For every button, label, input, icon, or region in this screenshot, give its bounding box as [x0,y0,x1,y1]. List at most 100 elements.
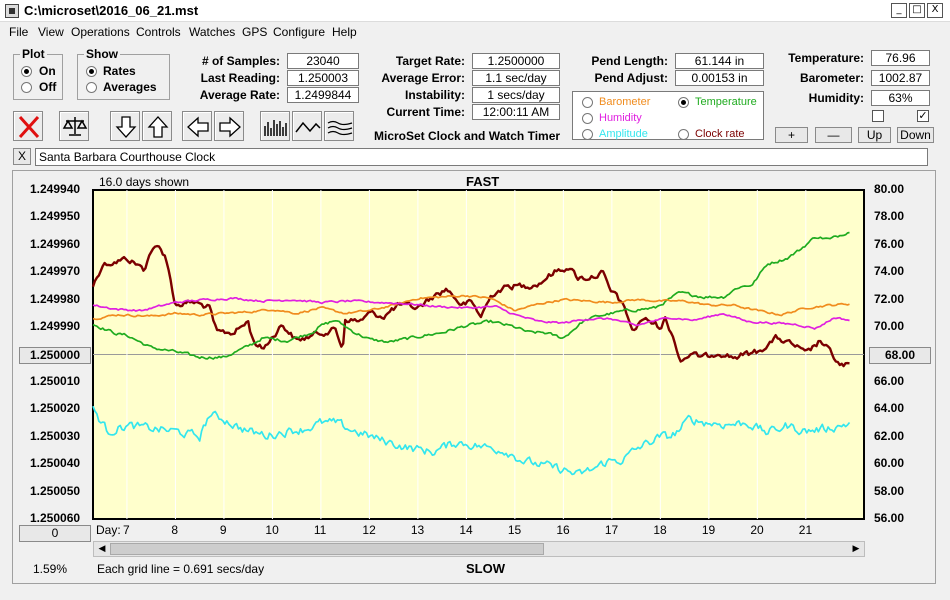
average-rate-label: Average Rate: [199,88,280,102]
barometer-series-line [92,294,850,321]
arrow-up-icon [147,116,169,138]
menu-configure[interactable]: Configure [273,25,326,39]
plot-options-box: Barometer Temperature Humidity Amplitude… [572,91,764,140]
last-reading-label: Last Reading: [200,71,280,85]
arrow-down-button[interactable] [110,111,140,141]
right-axis-center-button[interactable]: 68.00 [869,347,931,364]
temperature-label: Temperature: [788,51,864,65]
stop-button[interactable] [13,111,43,141]
instability-field: 1 secs/day [472,87,560,103]
x-tick-label: 13 [410,523,425,537]
show-rates-label: Rates [103,64,136,78]
minus-button[interactable]: — [815,127,852,143]
samples-label: # of Samples: [201,54,280,68]
multi-line-button[interactable] [324,111,354,141]
app-icon[interactable] [5,4,19,18]
menu-view[interactable]: View [38,25,64,39]
right-tick-label: 76.00 [874,236,905,251]
x-tick-label: 9 [219,523,227,537]
current-time-label: Current Time: [386,105,465,119]
x-tick-label: 8 [171,523,179,537]
day-offset-button[interactable]: 0 [19,525,91,542]
left-checkbox[interactable] [872,110,884,122]
rate-series-line [91,244,850,368]
pend-length-label: Pend Length: [591,54,668,68]
scroll-left-icon[interactable]: ◀ [98,544,106,554]
red-x-icon [18,115,40,139]
scroll-right-icon[interactable]: ▶ [852,544,860,554]
maximize-button[interactable]: □ [909,3,925,18]
x-tick-label: 7 [122,523,130,537]
arrow-left-button[interactable] [182,111,212,141]
menu-bar: File View Operations Controls Watches GP… [0,22,950,42]
temperature-field: 76.96 [871,50,930,66]
right-tick-label: 60.00 [874,456,905,471]
temperature-option-label: Temperature [695,96,757,108]
histogram-button[interactable] [260,111,290,141]
menu-controls[interactable]: Controls [136,25,181,39]
right-tick-label: 78.00 [874,209,905,224]
up-button[interactable]: Up [858,127,891,143]
plot-on-radio[interactable] [21,66,32,77]
clock-rate-radio[interactable] [678,129,689,140]
down-button[interactable]: Down [897,127,934,143]
scroll-thumb[interactable] [110,543,544,555]
amplitude-radio[interactable] [582,129,593,140]
temperature-radio[interactable] [678,97,689,108]
target-rate-label: Target Rate: [395,54,465,68]
arrow-right-button[interactable] [214,111,244,141]
temperature-series-line [92,231,850,360]
clock-name-field[interactable]: Santa Barbara Courthouse Clock [35,148,928,166]
right-checkbox[interactable]: ✓ [917,110,929,122]
plot-off-label: Off [39,80,57,94]
line-plot-button[interactable] [292,111,322,141]
humidity-radio[interactable] [582,113,593,124]
clock-close-button[interactable]: X [13,148,31,165]
plot-on-label: On [39,64,56,78]
fast-title: FAST [466,174,500,189]
minimize-button[interactable]: _ [891,3,907,18]
balance-scale-icon [62,117,88,136]
menu-operations[interactable]: Operations [71,25,130,39]
close-button[interactable]: X [927,3,943,18]
left-tick-label: 1.250040 [30,456,81,471]
arrow-up-button[interactable] [142,111,172,141]
current-time-field: 12:00:11 AM [472,104,560,120]
left-tick-label: 1.249990 [30,319,81,334]
left-tick-label: 1.249980 [30,291,81,306]
humidity-field: 63% [871,90,930,106]
x-tick-label: 21 [798,523,813,537]
x-tick-label: 12 [362,523,376,537]
right-tick-label: 72.00 [874,291,905,306]
plus-button[interactable]: + [775,127,808,143]
right-tick-label: 80.00 [874,182,905,196]
average-error-label: Average Error: [381,71,465,85]
show-rates-radio[interactable] [86,66,97,77]
barometer-radio[interactable] [582,97,593,108]
show-averages-radio[interactable] [86,82,97,93]
menu-file[interactable]: File [9,25,29,39]
left-axis-center-button[interactable]: 1.250000 [19,347,91,364]
menu-watches[interactable]: Watches [189,25,236,39]
pend-adjust-field: 0.00153 in [675,70,764,86]
x-tick-label: 15 [507,523,522,537]
target-rate-field[interactable]: 1.2500000 [472,53,560,69]
menu-gps[interactable]: GPS [242,25,268,39]
right-tick-label: 64.00 [874,401,905,416]
right-tick-label: 70.00 [874,319,905,334]
barometer-field: 1002.87 [871,70,930,86]
average-error-field: 1.1 sec/day [472,70,560,86]
x-tick-label: 20 [750,523,764,537]
pend-adjust-label: Pend Adjust: [594,71,668,85]
plot-off-radio[interactable] [21,82,32,93]
balance-button[interactable] [59,111,89,141]
humidity-series-line [92,296,850,330]
title-bar: C:\microset\2016_06_21.mst _ □ X [0,0,950,22]
menu-help[interactable]: Help [332,25,357,39]
horizontal-scrollbar[interactable]: ◀ ▶ [93,541,865,557]
line-wave-icon [295,121,321,133]
left-tick-label: 1.250030 [30,428,81,443]
x-tick-label: 10 [265,523,279,537]
x-tick-label: 19 [701,523,716,537]
